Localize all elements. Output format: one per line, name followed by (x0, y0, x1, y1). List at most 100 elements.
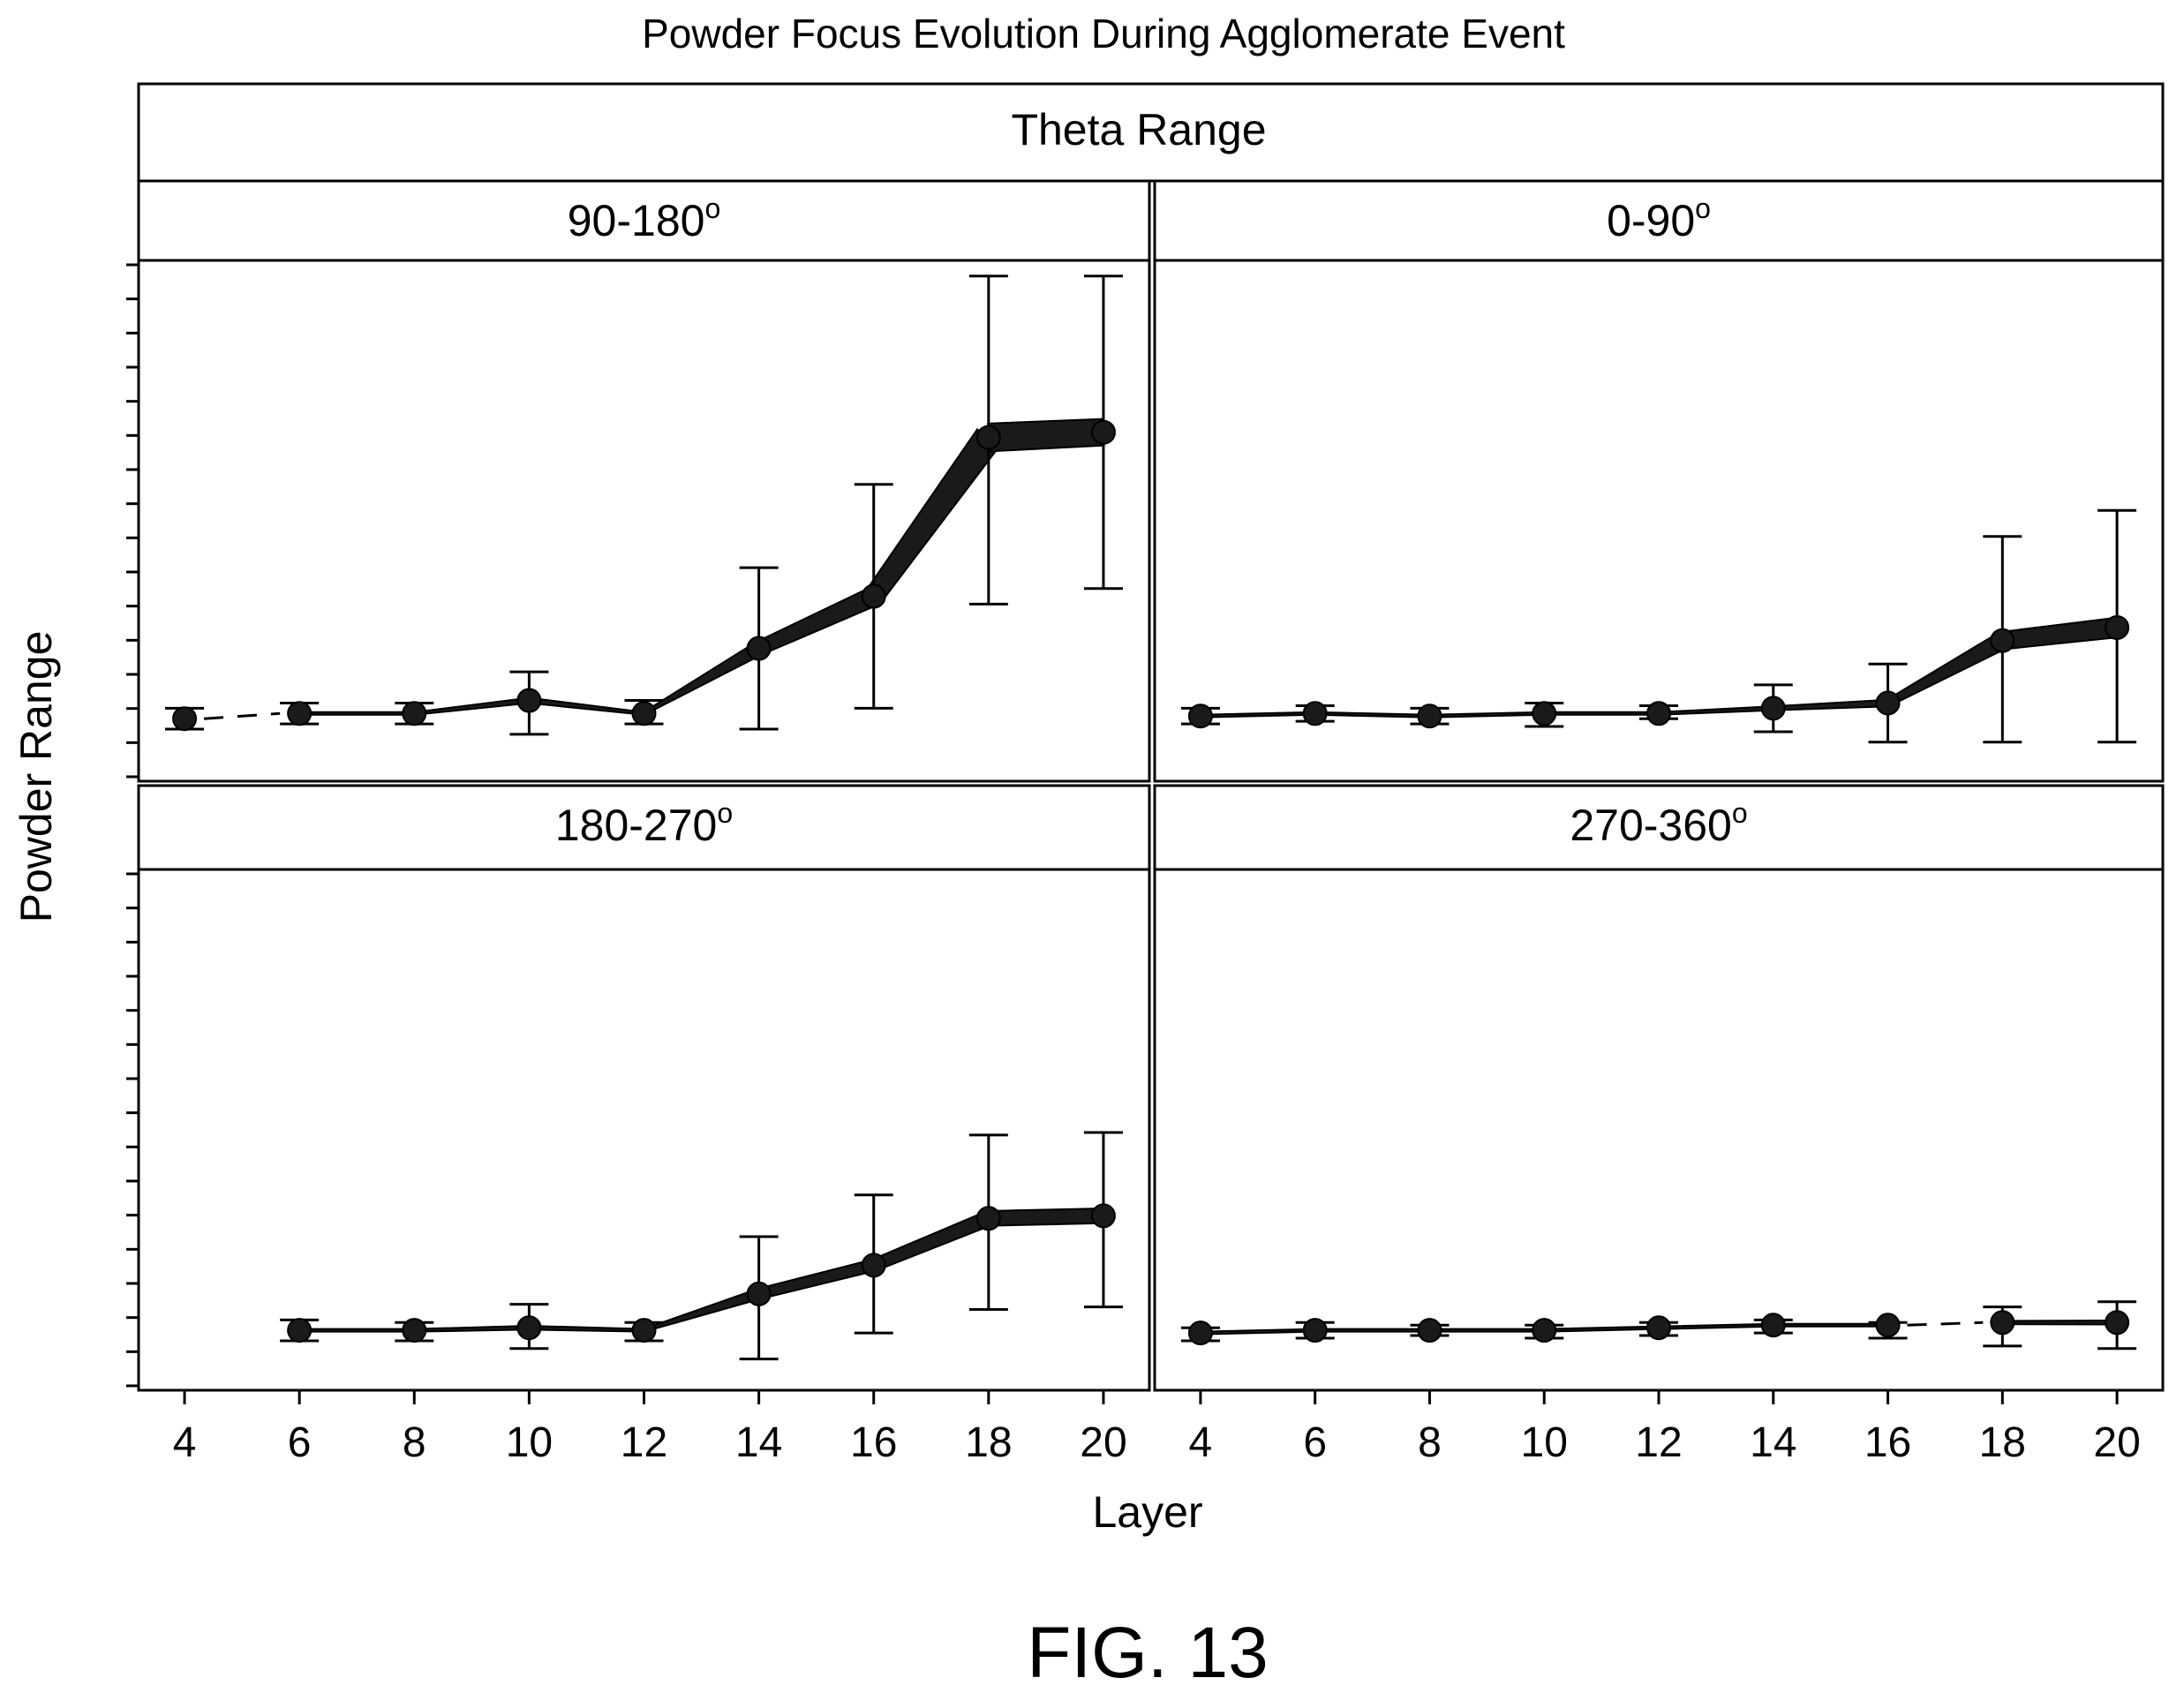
connector-ribbon (1428, 711, 1546, 719)
data-point (861, 583, 886, 609)
data-point (1990, 1310, 2015, 1336)
data-point (1532, 701, 1557, 726)
data-point (2105, 1310, 2130, 1336)
connector-ribbon (755, 586, 879, 656)
data-point (1646, 701, 1671, 726)
connector-ribbon (1772, 1322, 1889, 1328)
panel-strip-label: 270-360o (1570, 797, 1747, 850)
data-point (975, 425, 1001, 450)
data-point (402, 1318, 427, 1343)
data-point (172, 706, 198, 732)
x-tick-label: 12 (1635, 1419, 1682, 1466)
x-tick-label: 10 (506, 1419, 553, 1466)
x-tick-label: 16 (850, 1419, 897, 1466)
connector-ribbon (1657, 1322, 1774, 1330)
connector-ribbon (987, 418, 1105, 453)
data-point (631, 701, 657, 726)
x-tick-label: 20 (1080, 1419, 1126, 1466)
panel-frame (1153, 259, 2165, 783)
data-point (1187, 1321, 1213, 1346)
data-point (287, 701, 313, 726)
panel-180-270: 180-270o 4 6 8 10 12 14 16 18 20 (126, 784, 1151, 1466)
connector-ribbon (1543, 711, 1660, 716)
connector-ribbon (1543, 1325, 1661, 1333)
connector-ribbon (1885, 631, 2008, 708)
data-point (1417, 1318, 1442, 1343)
x-tick-label: 6 (288, 1419, 312, 1466)
x-tick-label: 10 (1521, 1419, 1568, 1466)
connector-ribbon (1772, 698, 1889, 711)
connector-ribbon (642, 641, 764, 716)
connector-ribbon (298, 711, 416, 716)
y-axis-label: Powder Range (11, 631, 61, 923)
panel-frame (137, 868, 1151, 1392)
panel-frame (1153, 868, 2165, 1392)
data-point (516, 1315, 542, 1341)
connector-ribbon (1199, 1328, 1316, 1336)
connector-dashed (203, 711, 281, 720)
data-point (1417, 704, 1442, 729)
x-tick-label: 14 (1750, 1419, 1796, 1466)
panel-0-90: 0-90o (1153, 179, 2165, 783)
panel-strip-label: 0-90o (1607, 192, 1711, 245)
x-tick-label: 16 (1864, 1419, 1911, 1466)
connector-ribbon (2000, 616, 2120, 651)
group-strip-label: Theta Range (1011, 105, 1266, 154)
x-tick-label: 8 (1418, 1419, 1442, 1466)
figure-label: FIG. 13 (1027, 1613, 1268, 1693)
connector-ribbon (528, 1325, 645, 1333)
data-point (1090, 419, 1116, 445)
connector-ribbon (1314, 1328, 1431, 1333)
connector-ribbon (1657, 705, 1774, 716)
connector-ribbon (870, 1210, 993, 1272)
connector-ribbon (1199, 711, 1316, 719)
data-point (746, 1281, 772, 1306)
connector-ribbon (2001, 1320, 2119, 1326)
x-tick-label: 6 (1303, 1419, 1327, 1466)
data-point (746, 636, 772, 661)
data-point (402, 701, 427, 726)
connector-ribbon (1314, 711, 1431, 719)
data-point (1302, 701, 1328, 726)
connector-ribbon (642, 1287, 762, 1333)
connector-ribbon (1428, 1328, 1546, 1333)
panel-strip-label: 180-270o (555, 797, 733, 850)
data-point (1187, 704, 1213, 729)
panel-90-180: 90-180o (126, 179, 1151, 783)
data-point (631, 1318, 657, 1343)
data-point (516, 688, 542, 713)
data-point (1875, 690, 1901, 716)
data-point (1990, 628, 2015, 653)
x-tick-label: 18 (1979, 1419, 2026, 1466)
chart-title: Powder Focus Evolution During Agglomerat… (642, 11, 1565, 56)
x-axis-label: Layer (1092, 1487, 1202, 1537)
data-point (861, 1253, 886, 1278)
connector-ribbon (987, 1207, 1105, 1227)
data-point (2105, 614, 2130, 640)
panel-frame (137, 259, 1151, 783)
x-tick-label: 12 (621, 1419, 667, 1466)
data-point (1760, 1313, 1786, 1338)
data-point (1760, 696, 1786, 721)
x-tick-label: 8 (403, 1419, 426, 1466)
panel-270-360: 270-360o 4 6 8 10 12 14 16 18 20 (1153, 784, 2165, 1466)
x-tick-label: 14 (735, 1419, 782, 1466)
data-point (1090, 1203, 1116, 1229)
data-point (1646, 1315, 1671, 1341)
data-point (975, 1206, 1001, 1231)
connector-ribbon (864, 427, 1002, 604)
panel-strip-label: 90-180o (568, 192, 721, 245)
x-tick-label: 20 (2093, 1419, 2140, 1466)
x-tick-label: 18 (965, 1419, 1012, 1466)
data-point (1302, 1318, 1328, 1343)
connector-ribbon (412, 696, 531, 716)
connector-ribbon (413, 1325, 531, 1333)
x-tick-label: 4 (173, 1419, 197, 1466)
x-tick-label: 4 (1189, 1419, 1213, 1466)
connector-dashed (1907, 1321, 1984, 1327)
connector-ribbon (756, 1258, 877, 1300)
data-point (287, 1318, 313, 1343)
